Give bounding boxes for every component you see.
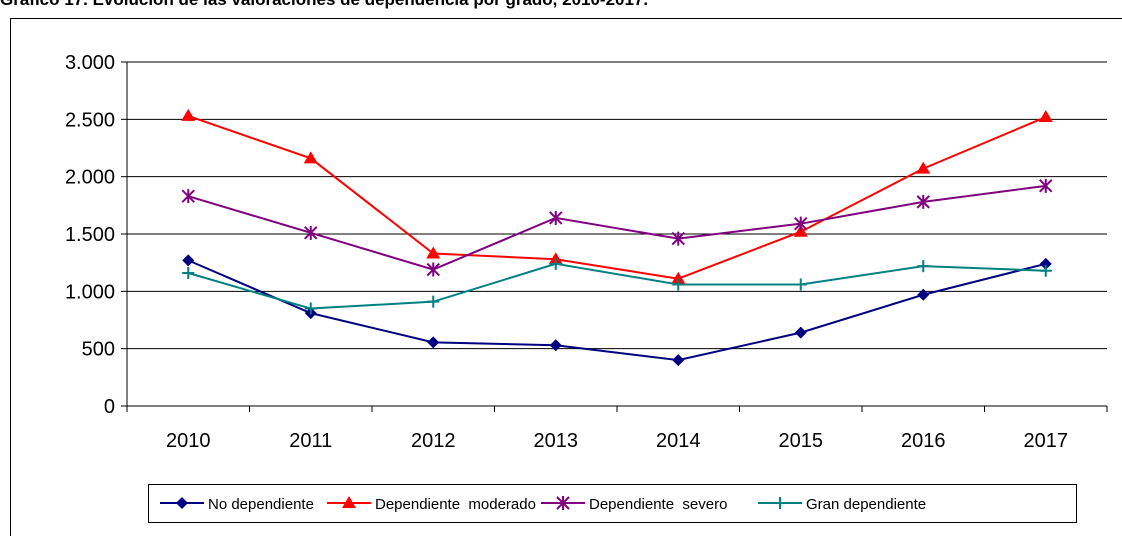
marker [176, 497, 188, 509]
marker [304, 302, 317, 315]
marker [774, 497, 786, 509]
marker [794, 326, 807, 339]
legend-box [148, 484, 1077, 523]
legend-label: Gran dependiente [806, 496, 926, 513]
marker [182, 266, 195, 279]
x-tick-label: 2010 [166, 430, 211, 452]
marker [427, 295, 440, 308]
marker [342, 496, 356, 508]
marker [303, 151, 318, 164]
x-tick-label: 2013 [534, 430, 579, 452]
y-tick-label: 500 [82, 339, 115, 361]
marker [427, 336, 440, 349]
x-tick-label: 2011 [289, 430, 332, 452]
marker [1038, 110, 1053, 123]
marker [182, 254, 195, 267]
y-tick-label: 3.000 [65, 52, 115, 74]
marker [549, 257, 562, 270]
y-tick-label: 2.500 [65, 109, 115, 131]
x-tick-label: 2016 [901, 430, 946, 452]
series-line [187, 262, 1046, 310]
marker [1039, 264, 1052, 277]
series-line [187, 259, 1046, 362]
marker [426, 246, 441, 259]
x-tick-label: 2017 [1024, 430, 1069, 452]
legend-label: Dependiente moderado [375, 496, 536, 513]
marker [181, 189, 195, 204]
y-tick-label: 0 [104, 396, 115, 418]
y-tick-label: 1.000 [65, 281, 115, 303]
y-tick-label: 1.500 [65, 224, 115, 246]
series-line [187, 114, 1047, 280]
marker [794, 216, 808, 231]
marker [794, 278, 807, 291]
chart-border [10, 18, 1122, 536]
marker [916, 194, 930, 209]
marker [549, 339, 562, 352]
y-tick-label: 2.000 [65, 167, 115, 189]
marker [1039, 178, 1053, 193]
marker [549, 210, 563, 225]
chart-title: Gráfico 17. Evolución de las valoracione… [0, 0, 648, 9]
marker [672, 354, 685, 367]
marker [556, 496, 570, 510]
marker [672, 278, 685, 291]
marker [671, 271, 686, 284]
x-tick-label: 2015 [779, 430, 824, 452]
marker [426, 262, 440, 277]
legend-label: No dependiente [208, 496, 314, 513]
x-tick-label: 2014 [656, 430, 701, 452]
x-tick-label: 2012 [411, 430, 456, 452]
marker [916, 161, 931, 174]
legend-label: Dependiente severo [589, 496, 727, 513]
marker [671, 231, 685, 246]
series-line [187, 184, 1046, 271]
marker [304, 225, 318, 240]
marker [793, 224, 808, 237]
marker [181, 108, 196, 121]
marker [917, 260, 930, 273]
marker [1039, 257, 1052, 270]
marker [917, 288, 930, 301]
